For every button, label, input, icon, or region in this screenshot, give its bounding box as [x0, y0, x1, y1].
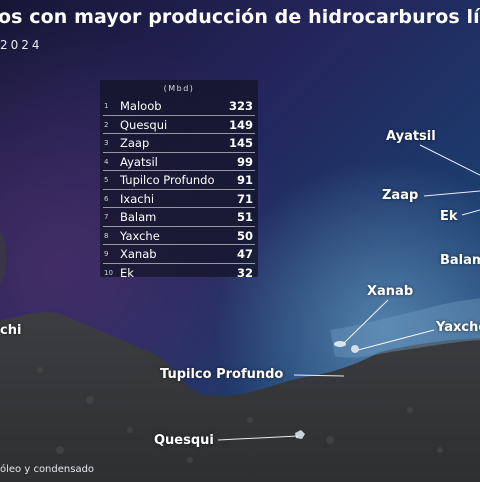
footnote: óleo y condensado: [0, 464, 95, 475]
page-subtitle: 2024: [0, 38, 43, 52]
map-label-tupilco-profundo: Tupilco Profundo: [160, 367, 284, 382]
leader-line-zaap: [423, 190, 480, 197]
rank: 7: [104, 213, 109, 221]
map-label-zaap: Zaap: [382, 188, 419, 203]
table-row: 9 Xanab 47: [103, 245, 255, 264]
table-row: 6 Ixachi 71: [103, 190, 255, 208]
field-name: Yaxche: [120, 228, 160, 243]
production-value: 91: [236, 173, 253, 187]
table-row: 4 Ayatsil 99: [103, 153, 255, 171]
table-row: 8 Yaxche 50: [103, 227, 255, 245]
field-name: Tupilco Profundo: [120, 173, 215, 187]
table-row: 1 Maloob 323: [103, 97, 255, 116]
production-value: 323: [228, 99, 253, 113]
page-title: os con mayor producción de hidrocarburos…: [0, 6, 480, 28]
leader-line-ek: [461, 209, 480, 216]
production-value: 145: [228, 136, 253, 150]
table-row: 10 Ek 32: [103, 264, 255, 282]
production-value: 149: [228, 117, 253, 132]
map-label-xanab: Xanab: [367, 284, 414, 299]
ranking-table: 1 Maloob 323 2 Quesqui 149 3 Zaap 145 4 Ayatsil…: [103, 97, 255, 281]
production-value: 51: [236, 210, 253, 224]
map-label-ayatsil: Ayatsil: [386, 129, 436, 144]
rank: 5: [104, 176, 109, 184]
table-unit: (Mbd): [163, 84, 195, 93]
leader-line-ayatsil: [419, 144, 480, 176]
production-value: 47: [236, 247, 253, 261]
rank: 3: [104, 139, 109, 147]
map-label-ek: Ek: [440, 209, 458, 224]
table-row: 5 Tupilco Profundo 91: [103, 171, 255, 190]
rank: 6: [104, 194, 109, 203]
field-name: Ek: [120, 265, 134, 280]
production-value: 50: [236, 228, 253, 243]
leader-line-xanab: [343, 299, 389, 344]
map-label-balam: Balam: [440, 253, 480, 268]
map-label-ixachi: chi: [0, 323, 22, 338]
leader-line-tupilco: [293, 374, 345, 377]
rank: 8: [104, 231, 109, 240]
field-name: Maloob: [120, 99, 162, 113]
production-value: 99: [236, 154, 253, 169]
field-name: Xanab: [120, 247, 157, 261]
rank: 9: [104, 250, 109, 258]
field-name: Balam: [120, 210, 157, 224]
field-name: Ixachi: [120, 191, 155, 206]
field-name: Zaap: [120, 136, 150, 150]
table-row: 2 Quesqui 149: [103, 116, 255, 134]
field-name: Quesqui: [120, 117, 168, 132]
map-label-quesqui: Quesqui: [154, 433, 214, 448]
rank: 1: [104, 102, 109, 110]
leader-line-quesqui: [217, 435, 299, 441]
rank: 2: [104, 120, 109, 129]
rank: 4: [104, 157, 109, 166]
leader-line-yaxche: [357, 329, 435, 351]
table-row: 3 Zaap 145: [103, 134, 255, 153]
field-name: Ayatsil: [120, 154, 158, 169]
map-label-yaxche: Yaxche: [436, 320, 480, 335]
production-value: 71: [236, 191, 253, 206]
table-row: 7 Balam 51: [103, 208, 255, 227]
rank: 10: [104, 268, 113, 277]
production-value: 32: [236, 265, 253, 280]
